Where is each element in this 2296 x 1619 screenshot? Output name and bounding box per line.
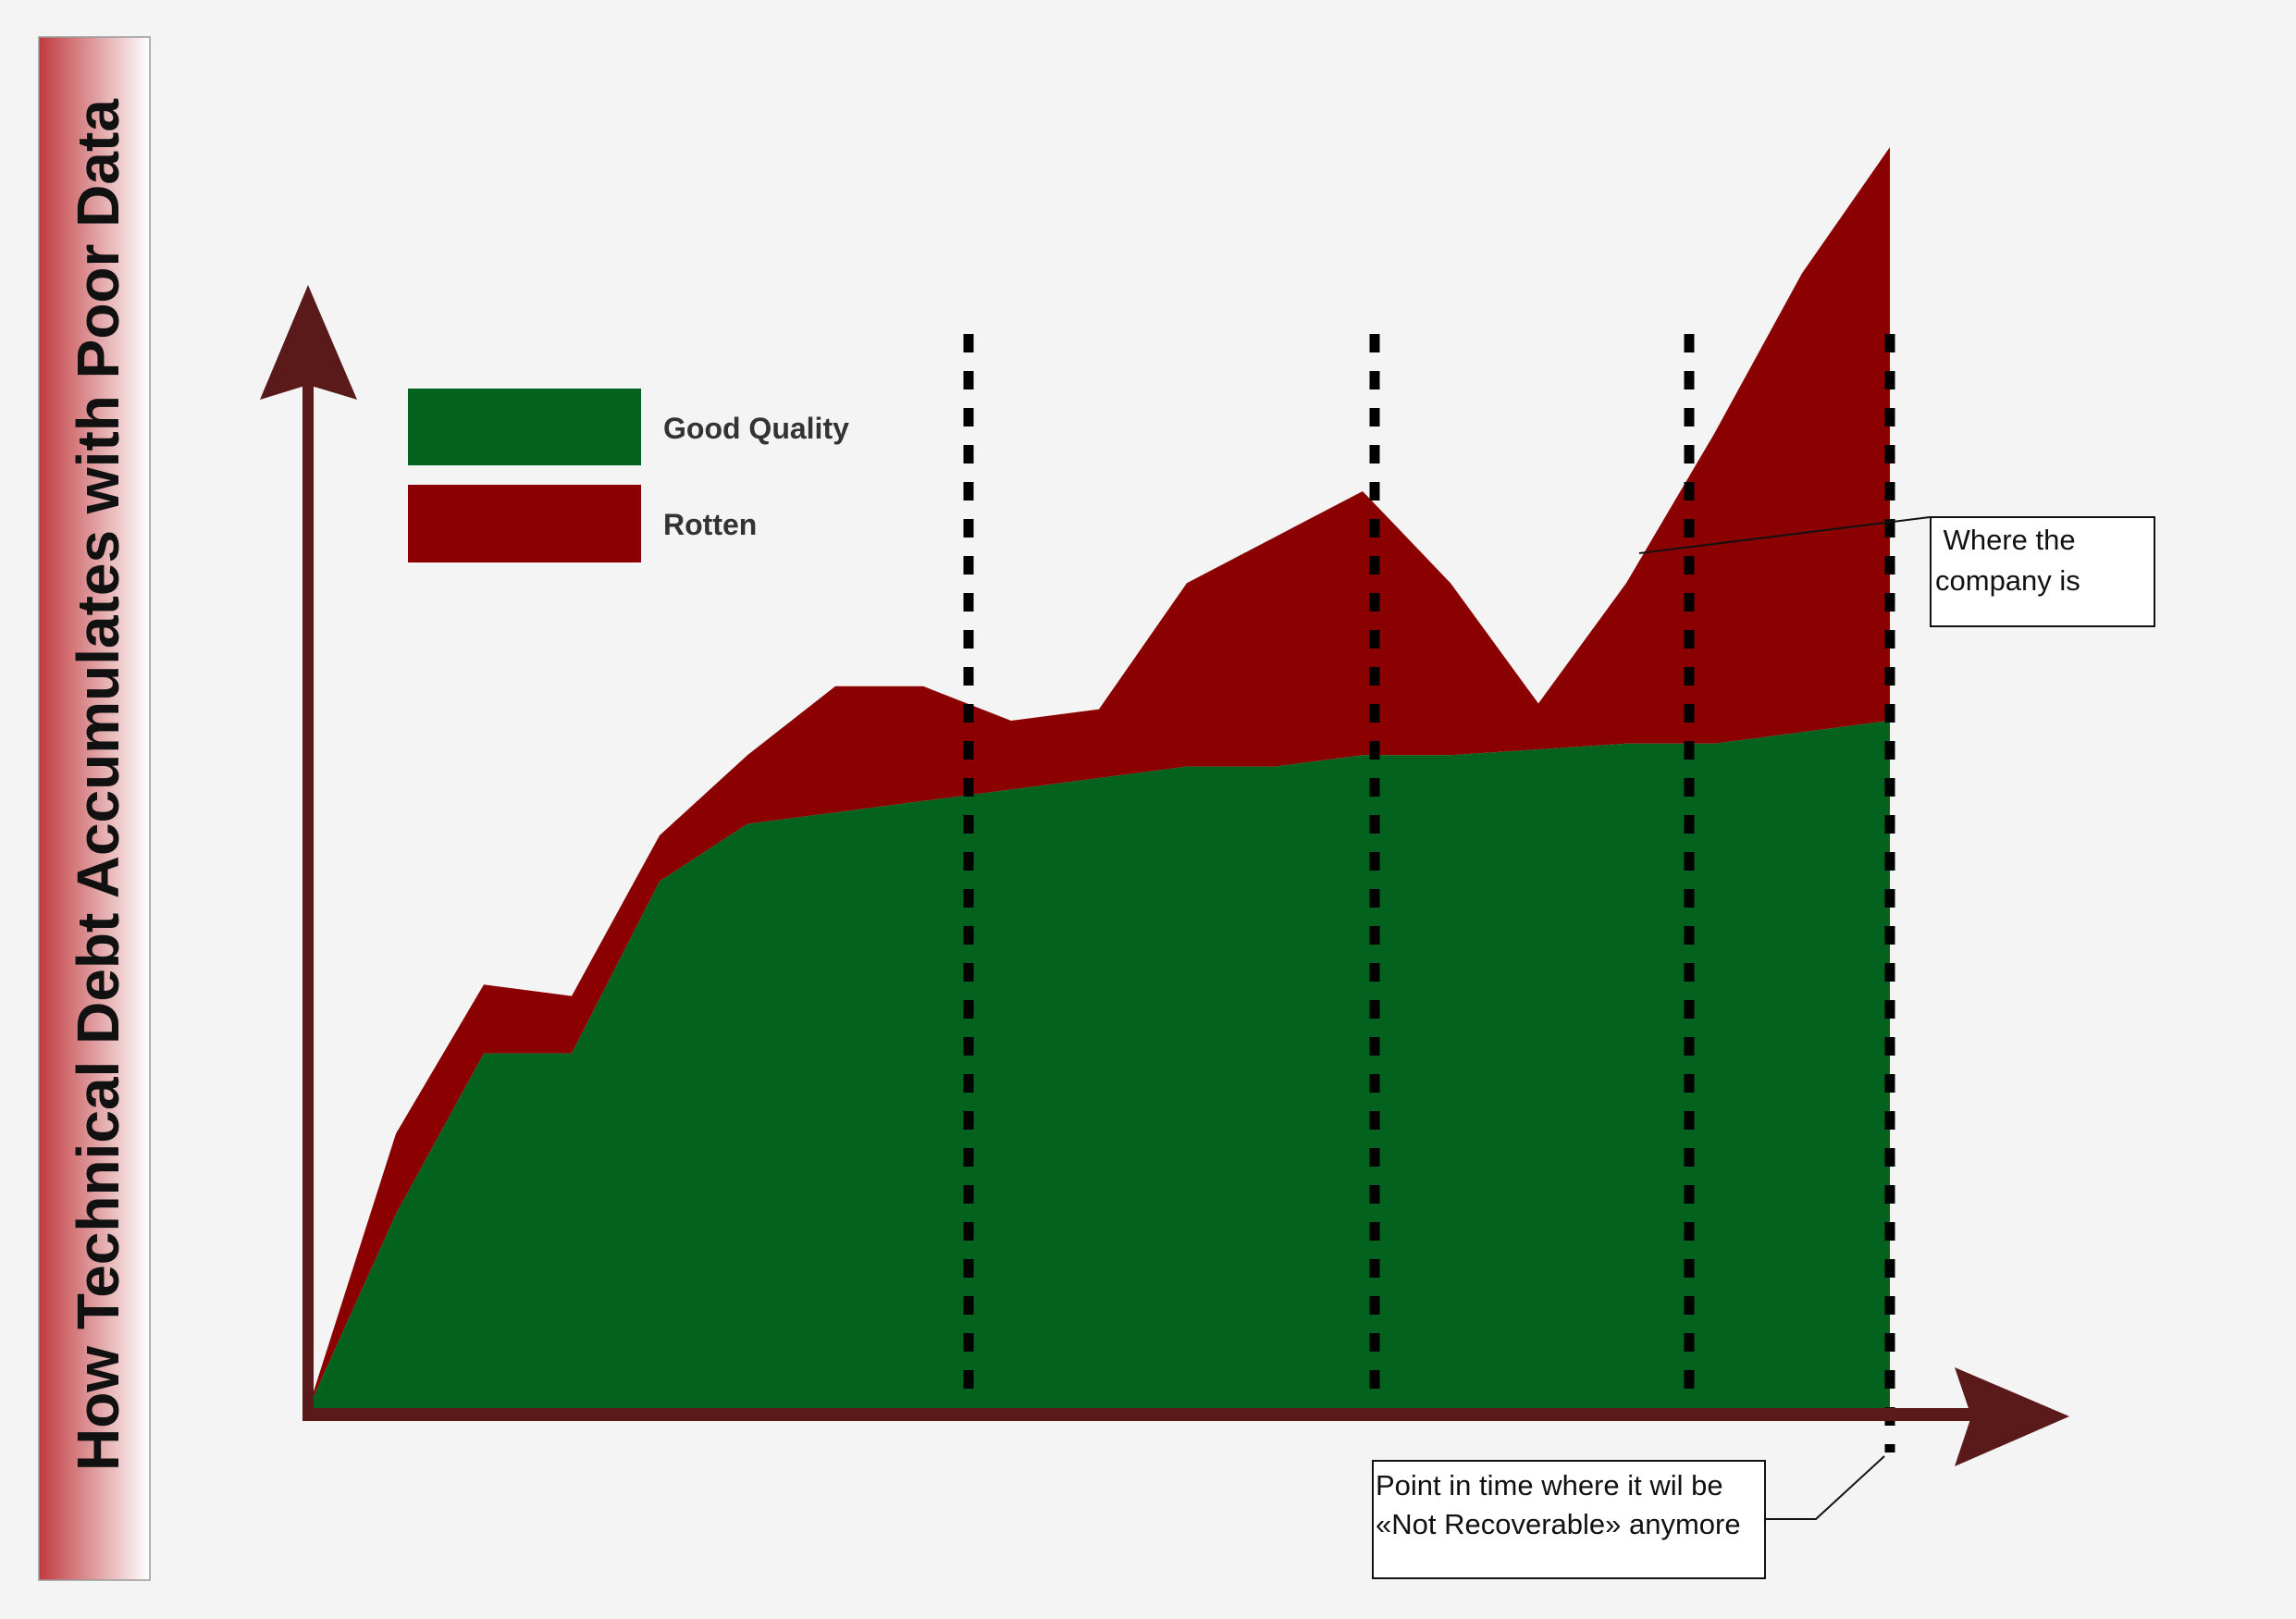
axes bbox=[260, 285, 2069, 1466]
callout-company-line-1: Where the bbox=[1935, 524, 2076, 556]
series-good-quality-area bbox=[308, 721, 1890, 1409]
legend-label-rotten: Rotten bbox=[663, 508, 757, 541]
callout-company-box bbox=[1930, 516, 2155, 627]
legend-label-good-quality: Good Quality bbox=[663, 412, 849, 445]
legend: Good Quality Rotten bbox=[408, 389, 849, 562]
callout-company-leader bbox=[1638, 516, 1931, 554]
page-title: How Technical Debt Accumulates with Poor… bbox=[65, 99, 131, 1471]
legend-swatch-good-quality bbox=[408, 389, 641, 465]
x-axis-arrowhead bbox=[1955, 1367, 2069, 1466]
callout-company-line-2: company is bbox=[1935, 564, 2080, 597]
callout-not-recoverable-leader bbox=[1766, 1455, 1885, 1520]
time-markers bbox=[963, 334, 1895, 1452]
callout-not-recoverable: Point in time where it wil be «Not Recov… bbox=[1372, 1455, 1885, 1579]
y-axis-arrowhead bbox=[260, 285, 357, 400]
title-band bbox=[38, 36, 151, 1581]
area-layer bbox=[308, 147, 1890, 1409]
callout-not-recoverable-line-1: Point in time where it wil be bbox=[1376, 1469, 1723, 1502]
legend-swatch-rotten bbox=[408, 485, 641, 562]
callout-not-recoverable-line-2: «Not Recoverable» anymore bbox=[1376, 1508, 1741, 1540]
callout-company: Where the company is bbox=[1638, 516, 2155, 627]
callout-not-recoverable-box bbox=[1372, 1460, 1766, 1579]
